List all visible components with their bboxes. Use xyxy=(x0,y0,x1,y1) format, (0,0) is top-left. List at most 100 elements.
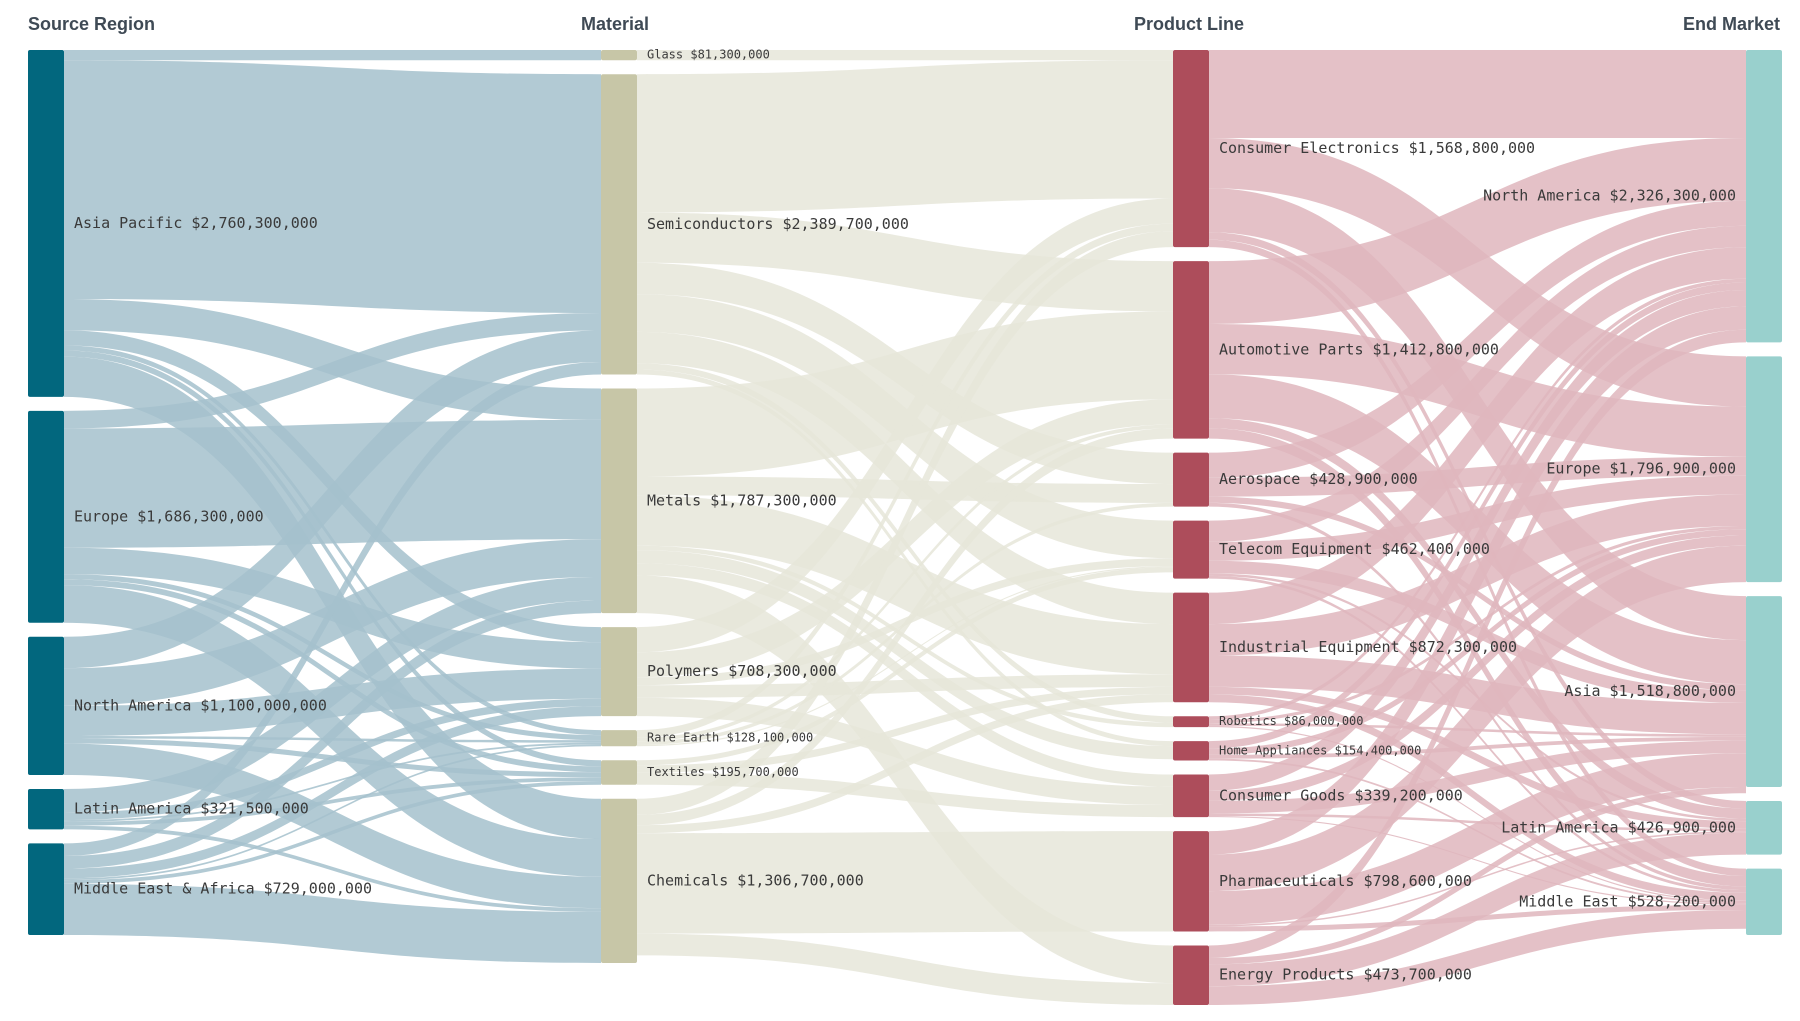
flow-metals-to-energy-products xyxy=(637,575,1173,984)
node-product-line-aerospace xyxy=(1173,452,1209,507)
flow-europe-to-semiconductors xyxy=(64,312,601,429)
flow-aerospace-to-europe xyxy=(1209,456,1746,497)
flow-asia-pacific-to-textiles xyxy=(64,350,601,767)
flow-automotive-parts-to-latin-america xyxy=(1209,418,1746,819)
flow-middle-east-africa-to-chemicals xyxy=(64,883,601,963)
node-label-source-region-asia-pacific: Asia Pacific $2,760,300,000 xyxy=(74,214,318,232)
node-label-product-line-home-appliances: Home Appliances $154,400,000 xyxy=(1219,743,1421,757)
flow-aerospace-to-asia xyxy=(1209,496,1746,691)
node-source-region-north-america xyxy=(28,636,64,775)
node-label-product-line-consumer-goods: Consumer Goods $339,200,000 xyxy=(1219,786,1463,804)
node-label-material-textiles: Textiles $195,700,000 xyxy=(647,765,799,779)
stage-header-end-market: End Market xyxy=(1682,14,1780,34)
flow-robotics-to-europe xyxy=(1209,525,1746,724)
flow-polymers-to-consumer-electronics xyxy=(637,198,1173,653)
node-material-glass xyxy=(601,50,637,61)
node-product-line-consumer-electronics xyxy=(1173,50,1209,248)
flow-semiconductors-to-automotive-parts xyxy=(637,212,1173,312)
flow-latin-america-to-chemicals xyxy=(64,825,601,912)
stage-header-product-line: Product Line xyxy=(1134,14,1245,34)
flow-telecom-equipment-to-asia xyxy=(1209,560,1746,703)
node-label-product-line-telecom-equipment: Telecom Equipment $462,400,000 xyxy=(1219,540,1490,558)
flow-consumer-goods-to-north-america xyxy=(1209,290,1746,791)
flow-textiles-to-telecom-equipment xyxy=(637,567,1173,766)
flow-middle-east-africa-to-semiconductors xyxy=(64,361,601,856)
node-label-end-market-europe: Europe $1,796,900,000 xyxy=(1546,460,1736,478)
node-label-source-region-latin-america: Latin America $321,500,000 xyxy=(74,800,309,818)
flow-consumer-electronics-to-middle-east xyxy=(1209,239,1746,877)
flow-textiles-to-industrial-equipment xyxy=(637,686,1173,773)
flow-middle-east-africa-to-rare-earth xyxy=(64,744,601,881)
node-label-product-line-robotics: Robotics $86,000,000 xyxy=(1219,714,1364,728)
node-end-market-north-america xyxy=(1746,50,1782,343)
flow-aerospace-to-north-america xyxy=(1209,200,1746,478)
flow-metals-to-automotive-parts xyxy=(637,311,1173,477)
flow-home-appliances-to-asia xyxy=(1209,736,1746,759)
flow-chemicals-to-consumer-electronics xyxy=(637,231,1173,815)
flow-semiconductors-to-consumer-electronics xyxy=(637,60,1173,213)
node-label-material-semiconductors: Semiconductors $2,389,700,000 xyxy=(647,215,909,233)
flow-latin-america-to-rare-earth xyxy=(64,742,601,822)
node-product-line-industrial-equipment xyxy=(1173,592,1209,703)
flow-metals-to-consumer-goods xyxy=(637,563,1173,787)
node-product-line-energy-products xyxy=(1173,945,1209,1005)
flow-automotive-parts-to-asia xyxy=(1209,374,1746,685)
flow-energy-products-to-middle-east xyxy=(1209,909,1746,1005)
flow-polymers-to-automotive-parts xyxy=(637,399,1173,678)
flow-asia-pacific-to-glass xyxy=(64,50,601,61)
flow-latin-america-to-textiles xyxy=(64,777,601,826)
node-end-market-latin-america xyxy=(1746,800,1782,855)
flow-chemicals-to-automotive-parts xyxy=(637,428,1173,826)
flow-energy-products-to-north-america xyxy=(1209,329,1746,959)
flow-robotics-to-middle-east xyxy=(1209,725,1746,902)
flow-chemicals-to-industrial-equipment xyxy=(637,694,1173,834)
flow-automotive-parts-to-middle-east xyxy=(1209,428,1746,887)
flow-pharmaceuticals-to-europe xyxy=(1209,545,1746,892)
node-label-material-glass: Glass $81,300,000 xyxy=(647,48,770,62)
node-source-region-latin-america xyxy=(28,788,64,830)
node-source-region-asia-pacific xyxy=(28,50,64,397)
node-label-source-region-europe: Europe $1,686,300,000 xyxy=(74,507,264,525)
flow-rare-earth-to-automotive-parts xyxy=(637,424,1173,742)
flow-robotics-to-north-america xyxy=(1209,278,1746,721)
node-product-line-telecom-equipment xyxy=(1173,520,1209,579)
flow-europe-to-rare-earth xyxy=(64,574,601,741)
node-source-region-europe xyxy=(28,410,64,623)
flow-middle-east-africa-to-polymers xyxy=(64,706,601,879)
flow-consumer-goods-to-middle-east xyxy=(1209,815,1746,905)
flow-industrial-equipment-to-asia xyxy=(1209,655,1746,735)
node-source-region-middle-east-africa xyxy=(28,843,64,935)
node-label-material-chemicals: Chemicals $1,306,700,000 xyxy=(647,871,864,889)
node-product-line-robotics xyxy=(1173,716,1209,728)
node-label-product-line-automotive-parts: Automotive Parts $1,412,800,000 xyxy=(1219,340,1499,358)
flow-rare-earth-to-consumer-electronics xyxy=(637,223,1173,738)
flow-consumer-goods-to-europe xyxy=(1209,535,1746,801)
node-label-end-market-middle-east: Middle East $528,200,000 xyxy=(1519,892,1736,910)
flow-asia-pacific-to-semiconductors xyxy=(64,60,601,313)
flow-polymers-to-industrial-equipment xyxy=(637,674,1173,698)
node-product-line-automotive-parts xyxy=(1173,261,1209,439)
node-material-textiles xyxy=(601,760,637,785)
flow-glass-to-consumer-electronics xyxy=(637,50,1173,61)
node-label-product-line-pharmaceuticals: Pharmaceuticals $798,600,000 xyxy=(1219,872,1472,890)
node-material-metals xyxy=(601,388,637,614)
flow-middle-east-africa-to-textiles xyxy=(64,781,601,884)
flow-metals-to-home-appliances xyxy=(637,550,1173,760)
node-material-semiconductors xyxy=(601,74,637,375)
node-label-source-region-middle-east-africa: Middle East & Africa $729,000,000 xyxy=(74,880,372,898)
stage-header-material: Material xyxy=(581,14,650,34)
node-label-source-region-north-america: North America $1,100,000,000 xyxy=(74,696,327,714)
node-end-market-middle-east xyxy=(1746,868,1782,935)
stage-header-source-region: Source Region xyxy=(28,14,156,34)
flow-industrial-equipment-to-latin-america xyxy=(1209,686,1746,829)
flow-semiconductors-to-home-appliances xyxy=(637,369,1173,747)
node-end-market-europe xyxy=(1746,356,1782,583)
flow-energy-products-to-latin-america xyxy=(1209,832,1746,987)
flow-automotive-parts-to-north-america xyxy=(1209,137,1746,324)
flow-consumer-electronics-to-north-america xyxy=(1209,50,1746,138)
flow-rare-earth-to-telecom-equipment xyxy=(637,566,1173,747)
flow-north-america-to-semiconductors xyxy=(64,330,601,669)
flow-energy-products-to-asia xyxy=(1209,786,1746,965)
node-material-polymers xyxy=(601,627,637,717)
